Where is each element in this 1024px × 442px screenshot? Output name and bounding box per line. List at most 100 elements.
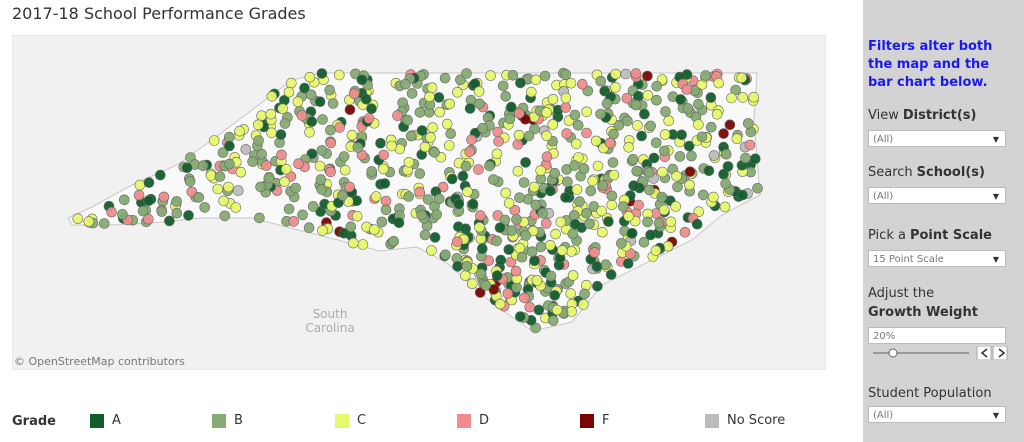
school-dot[interactable] [426, 82, 438, 94]
school-dot[interactable] [427, 122, 438, 133]
school-dot[interactable] [290, 182, 301, 194]
school-dot[interactable] [606, 199, 618, 211]
school-dot[interactable] [581, 208, 592, 219]
school-dot[interactable] [581, 106, 593, 118]
school-dot[interactable] [480, 280, 492, 291]
school-dot[interactable] [419, 229, 431, 241]
school-dot[interactable] [676, 129, 687, 141]
school-dot[interactable] [537, 207, 549, 219]
school-dot[interactable] [393, 217, 405, 228]
step-button[interactable] [976, 346, 992, 360]
school-dot[interactable] [613, 120, 625, 131]
school-dot[interactable] [424, 91, 435, 103]
school-dot[interactable] [737, 189, 748, 201]
school-dot[interactable] [572, 120, 584, 131]
school-dot[interactable] [636, 130, 647, 142]
school-dot[interactable] [569, 219, 581, 230]
school-dot[interactable] [356, 74, 368, 86]
school-dot[interactable] [719, 201, 731, 213]
school-dot[interactable] [403, 157, 415, 168]
school-dot[interactable] [314, 96, 326, 107]
school-dot[interactable] [700, 70, 711, 81]
school-dot[interactable] [414, 168, 426, 179]
school-dot[interactable] [748, 91, 760, 103]
school-dot[interactable] [293, 158, 304, 169]
school-dot[interactable] [648, 152, 660, 164]
school-dot[interactable] [620, 68, 632, 80]
school-dot[interactable] [400, 78, 411, 90]
school-dot[interactable] [514, 243, 526, 254]
school-dot[interactable] [513, 129, 525, 141]
school-dot[interactable] [726, 92, 737, 104]
school-dot[interactable] [292, 96, 304, 107]
school-dot[interactable] [474, 221, 485, 233]
school-dot[interactable] [467, 198, 479, 210]
school-dot[interactable] [657, 166, 668, 178]
school-dot[interactable] [574, 196, 585, 207]
school-dot[interactable] [541, 130, 552, 142]
school-dot[interactable] [247, 156, 258, 167]
school-dot[interactable] [333, 69, 345, 81]
school-dot[interactable] [158, 191, 170, 203]
school-dot[interactable] [344, 181, 355, 193]
school-dot[interactable] [466, 134, 477, 146]
school-dot[interactable] [595, 75, 607, 87]
school-dot[interactable] [444, 98, 456, 110]
school-dot[interactable] [240, 144, 252, 155]
school-dot[interactable] [653, 217, 665, 229]
school-dot[interactable] [514, 311, 526, 322]
school-dot[interactable] [547, 94, 559, 105]
school-dot[interactable] [703, 165, 715, 177]
school-dot[interactable] [705, 121, 717, 133]
school-dot[interactable] [205, 170, 217, 181]
school-dot[interactable] [749, 153, 761, 165]
school-dot[interactable] [352, 142, 364, 153]
school-dot[interactable] [474, 287, 486, 298]
school-dot[interactable] [325, 124, 336, 136]
school-dot[interactable] [724, 119, 736, 131]
school-dot[interactable] [380, 204, 392, 216]
school-dot[interactable] [503, 244, 515, 255]
school-dot[interactable] [143, 195, 154, 206]
school-dot[interactable] [713, 77, 725, 89]
school-dot[interactable] [535, 241, 547, 253]
school-dot[interactable] [414, 107, 426, 118]
school-dot[interactable] [569, 109, 581, 121]
school-dot[interactable] [106, 206, 117, 218]
school-dot[interactable] [705, 92, 717, 103]
school-dot[interactable] [674, 151, 686, 162]
school-dot[interactable] [711, 109, 723, 120]
dropdown[interactable]: 15 Point Scale ▼ [868, 250, 1006, 267]
school-dot[interactable] [315, 174, 327, 185]
school-dot[interactable] [595, 108, 606, 120]
school-dot[interactable] [560, 69, 572, 80]
school-dot[interactable] [503, 197, 515, 209]
school-dot[interactable] [378, 163, 389, 175]
school-dot[interactable] [545, 270, 557, 282]
school-dot[interactable] [556, 245, 568, 256]
school-dot[interactable] [474, 98, 485, 110]
school-dot[interactable] [551, 304, 563, 316]
school-dot[interactable] [461, 261, 473, 272]
school-dot[interactable] [357, 239, 369, 250]
school-dot[interactable] [659, 145, 670, 157]
school-dot[interactable] [645, 229, 656, 241]
school-dot[interactable] [512, 165, 524, 177]
school-dot[interactable] [416, 209, 428, 221]
school-dot[interactable] [544, 185, 556, 197]
school-dot[interactable] [156, 206, 168, 217]
school-dot[interactable] [223, 181, 234, 193]
school-dot[interactable] [502, 288, 514, 299]
school-dot[interactable] [345, 221, 357, 233]
school-dot[interactable] [580, 279, 592, 291]
school-dot[interactable] [380, 195, 392, 207]
school-dot[interactable] [737, 92, 749, 103]
school-dot[interactable] [626, 228, 638, 239]
school-dot[interactable] [578, 163, 590, 175]
school-dot[interactable] [379, 178, 391, 189]
school-dot[interactable] [453, 198, 465, 210]
school-dot[interactable] [119, 194, 130, 206]
school-dot[interactable] [324, 84, 336, 96]
school-dot[interactable] [219, 210, 231, 222]
school-dot[interactable] [360, 93, 372, 105]
